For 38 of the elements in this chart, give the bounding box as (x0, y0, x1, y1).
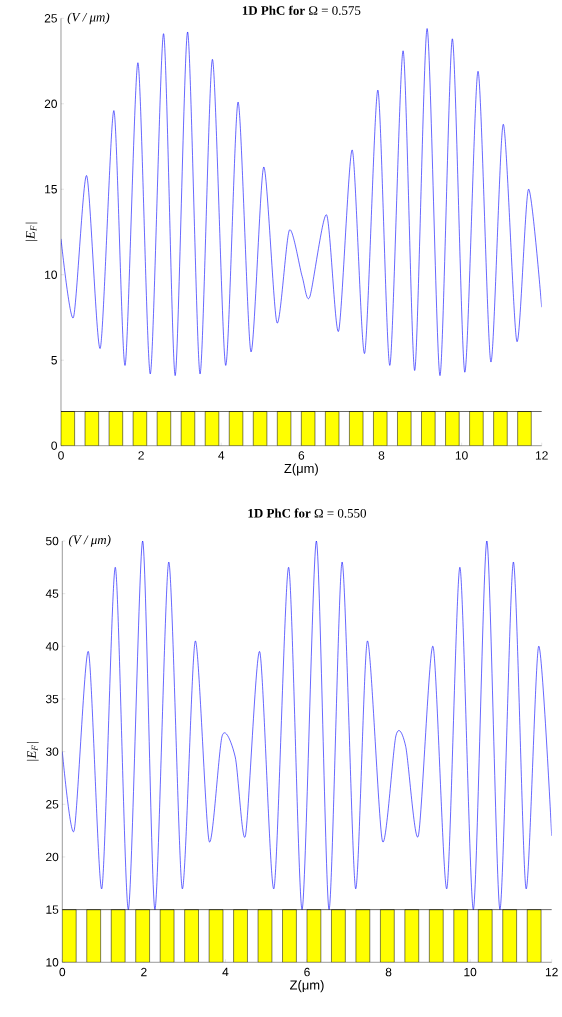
x-tick-label: 4 (222, 967, 229, 977)
y-tick-label: 45 (45, 589, 59, 598)
y-axis-title: |E$_{F}$| (27, 742, 39, 761)
annotation: (V / μm) (67, 12, 110, 25)
annotation: (V / μm) (69, 535, 111, 547)
y-tick-label: 20 (44, 99, 58, 109)
x-tick-label: 8 (378, 451, 385, 460)
x-tick-label: 6 (304, 967, 310, 977)
x-tick-label: 6 (298, 451, 305, 460)
x-axis-title: Z(μm) (290, 980, 324, 993)
line-series (61, 28, 542, 376)
y-tick-label: 20 (46, 852, 59, 862)
y-tick-label: 25 (46, 800, 59, 809)
y-tick-label: 15 (46, 905, 59, 914)
x-tick-label: 10 (464, 967, 477, 977)
y-tick-label: 50 (46, 536, 59, 546)
y-tick-label: 10 (46, 958, 59, 967)
y-tick-label: 10 (45, 270, 58, 279)
x-tick-label: 8 (385, 967, 392, 977)
x-tick-label: 12 (536, 451, 548, 460)
y-tick-label: 25 (44, 14, 58, 23)
x-tick-label: 0 (59, 967, 66, 977)
x-axis-title: Z(μm) (284, 463, 319, 476)
x-tick-label: 2 (141, 967, 147, 977)
y-tick-label: 15 (45, 185, 58, 194)
x-tick-label: 12 (546, 967, 558, 977)
x-tick-label: 4 (218, 451, 225, 460)
x-tick-label: 2 (138, 451, 145, 460)
y-tick-label: 30 (46, 747, 59, 756)
y-tick-label: 35 (46, 694, 59, 704)
y-tick-label: 5 (51, 356, 58, 365)
chart-title: 1D PhC for Ω = 0.550 (248, 508, 367, 518)
y-tick-label: 0 (51, 441, 58, 450)
x-tick-label: 10 (456, 451, 468, 460)
x-tick-label: 0 (58, 451, 65, 460)
chart-title: 1D PhC for Ω = 0.575 (243, 5, 361, 15)
y-axis-title: |E$_{F}$| (25, 222, 38, 241)
y-tick-label: 40 (45, 642, 59, 651)
